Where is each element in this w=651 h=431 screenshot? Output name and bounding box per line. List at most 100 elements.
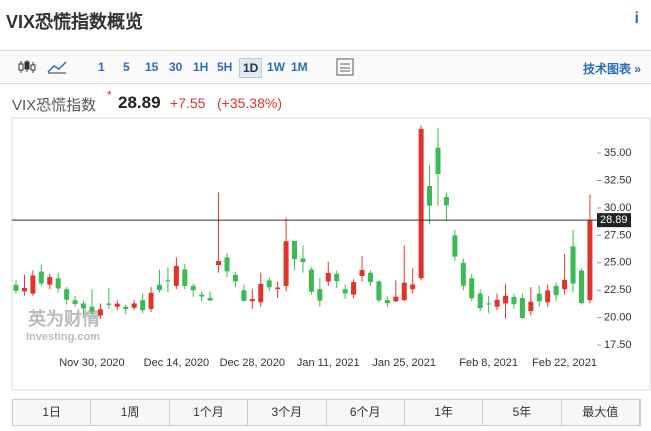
candle-body — [317, 289, 323, 301]
x-tick-label: Dec 28, 2020 — [220, 357, 285, 369]
chart: 英为财情 Investing.com 17.50 20.00 22.50 25.00 2… — [11, 117, 651, 391]
candle-body — [64, 289, 70, 300]
y-tick-label: 32.50 — [604, 174, 632, 186]
info-button[interactable]: i — [634, 10, 639, 27]
candle-body — [165, 280, 171, 282]
candle-body — [410, 284, 416, 290]
candle-body — [241, 290, 247, 301]
candle-body — [131, 303, 137, 308]
x-tick-label: Feb 8, 2021 — [459, 357, 518, 369]
candle-body — [528, 301, 534, 312]
candle-body — [258, 283, 264, 303]
candle-body — [89, 306, 95, 312]
candle-body — [140, 300, 146, 311]
interval-button[interactable]: 1M — [291, 60, 308, 74]
interval-button[interactable]: 5H — [217, 60, 233, 74]
y-tick-label: 30.00 — [604, 202, 632, 214]
tech-chart-link[interactable]: 技术图表 » — [582, 62, 641, 76]
candle-body — [511, 296, 517, 304]
x-tick-label: Feb 22, 2021 — [532, 357, 597, 369]
candle-body — [494, 299, 500, 307]
candle-body — [536, 293, 542, 302]
y-tick-label: 20.00 — [604, 312, 632, 324]
candle-body — [435, 147, 441, 175]
candle-body — [418, 128, 424, 279]
candle-body — [199, 294, 205, 297]
range-button[interactable]: 3个月 — [248, 400, 327, 425]
watermark-site: Investing.com — [26, 331, 100, 343]
candle-body — [384, 300, 390, 304]
candle-body — [38, 271, 44, 284]
interval-button[interactable]: 15 — [145, 60, 159, 74]
candle-body — [173, 265, 179, 286]
x-tick-label: Dec 14, 2020 — [144, 357, 209, 369]
candle-body — [275, 287, 281, 290]
candle-body — [351, 282, 357, 295]
candle-body — [376, 281, 382, 301]
candle-body — [325, 272, 331, 282]
quote-marker: * — [107, 88, 112, 102]
candle-body — [300, 258, 306, 263]
y-tick-label: 35.00 — [604, 147, 632, 159]
y-tick-label: 25.00 — [604, 257, 632, 269]
settings-icon[interactable] — [335, 57, 355, 77]
candle-body — [232, 274, 238, 282]
y-tick-label: 17.50 — [604, 339, 632, 351]
interval-button[interactable]: 5 — [123, 60, 130, 74]
candle-body — [13, 284, 19, 291]
candle-body — [367, 272, 373, 283]
candle-body — [156, 284, 162, 291]
interval-button[interactable]: 1W — [267, 60, 285, 74]
range-bar: 1日 1周 1个月 3个月 6个月 1年 5年 最大值 — [12, 399, 641, 426]
candle-body — [570, 246, 576, 284]
range-button[interactable]: 6个月 — [327, 400, 405, 425]
candle-body — [123, 306, 129, 310]
chart-type-icons[interactable] — [18, 58, 78, 76]
candle-body — [503, 295, 509, 304]
range-button[interactable]: 1年 — [405, 400, 484, 425]
candle-body — [342, 289, 348, 294]
interval-button[interactable]: 1 — [98, 60, 105, 74]
interval-button[interactable]: 1D — [239, 58, 263, 78]
interval-button[interactable]: 1H — [193, 60, 209, 74]
title: VIX恐慌指数概览 — [6, 12, 144, 32]
candle-body — [224, 257, 230, 272]
range-button[interactable]: 1个月 — [170, 400, 249, 425]
interval-button[interactable]: 30 — [169, 60, 183, 74]
x-tick-label: Nov 30, 2020 — [59, 357, 124, 369]
candle-body — [519, 297, 525, 319]
candle-body — [452, 235, 458, 257]
candle-body — [190, 285, 196, 291]
candle-body — [266, 280, 272, 288]
range-button[interactable]: 1周 — [91, 400, 170, 425]
candle-body — [443, 197, 449, 206]
candle-body — [359, 270, 365, 276]
candle-body — [334, 273, 340, 282]
candle-body — [308, 269, 314, 292]
candle-body — [486, 303, 492, 305]
candle-body — [401, 282, 407, 301]
candle-body — [72, 300, 78, 304]
toolbar: 1 5 15 30 1H 5H 1D 1W 1M 技术图表 » — [0, 50, 651, 84]
candle-body — [47, 277, 53, 285]
y-tick-label: 27.50 — [604, 229, 632, 241]
x-tick-label: Jan 11, 2021 — [297, 357, 360, 369]
candle-body — [106, 303, 112, 305]
candle-body — [283, 241, 289, 286]
quote-change-pct: (+35.38%) — [217, 95, 282, 111]
candle-body — [81, 303, 87, 309]
candle-body — [545, 290, 551, 303]
range-button[interactable]: 1日 — [13, 400, 92, 425]
range-button[interactable]: 5年 — [483, 400, 562, 425]
range-button[interactable]: 最大值 — [562, 400, 640, 425]
candle-body — [292, 240, 298, 260]
candle-body — [578, 270, 584, 303]
quote-change: +7.55 — [170, 95, 206, 111]
chart-frame — [11, 117, 651, 391]
candle-body — [562, 279, 568, 290]
y-tick-label: 22.50 — [604, 284, 632, 296]
candle-body — [216, 261, 222, 266]
candle-body — [55, 278, 61, 289]
candle-body — [393, 296, 399, 302]
